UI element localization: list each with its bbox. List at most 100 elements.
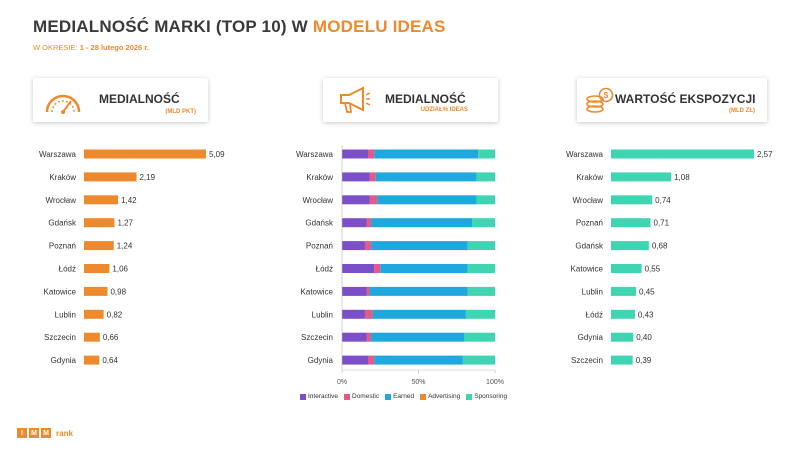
bar [611,355,633,365]
bar [611,218,651,228]
data-label: 0,68 [652,242,668,251]
stacked-bar-segment [371,332,465,342]
category-label: Warszawa [39,150,77,159]
category-label: Wrocław [572,196,603,205]
data-label: 0,98 [110,287,126,296]
stacked-bar-segment [342,195,370,205]
period-value: 1 - 28 lutego 2026 r. [79,43,149,52]
svg-text:$: $ [604,91,609,100]
legend-item: Advertising [420,393,460,400]
category-label: Kraków [576,173,603,182]
chart-legend: Interactive Domestic Earned Advertising Spon… [300,393,507,400]
stacked-bar-segment [467,241,495,251]
gauge-icon [45,94,81,114]
category-label: Lublin [55,310,76,319]
bar [611,172,672,182]
legend-item: Sponsoring [466,393,507,400]
stacked-bar-segment [467,286,495,296]
bar [84,218,115,228]
stacked-bar-segment [342,218,367,228]
stacked-bar-segment [371,241,468,251]
data-label: 0,55 [645,265,661,274]
bar [611,332,634,342]
x-tick-label: 0% [337,379,347,386]
stacked-bar-segment [380,264,468,273]
category-label: Wrocław [45,196,76,205]
stacked-bar-segment [476,195,495,205]
page-title: MEDIALNOŚĆ MARKI (TOP 10) W MODELU IDEAS [33,17,446,37]
stacked-bar-segment [342,264,375,273]
category-label: Poznań [49,242,76,251]
legend-label: Domestic [352,393,380,400]
data-label: 0,43 [638,310,654,319]
category-label: Łódź [59,265,76,274]
data-label: 0,45 [639,287,655,296]
period: W OKRESIE: 1 - 28 lutego 2026 r. [33,43,149,52]
category-label: Warszawa [296,150,334,159]
category-label: Gdańsk [575,242,604,251]
bar [84,241,114,251]
megaphone-icon [340,86,371,113]
card-subtitle: (MLD ZŁ) [729,108,755,114]
stacked-bar-segment [342,149,369,159]
category-label: Lublin [312,310,333,319]
stacked-bar-segment [375,172,477,182]
stacked-bar-segment [371,218,473,228]
stacked-bar-segment [467,264,495,273]
bar [84,332,100,342]
legend-item: Interactive [300,393,338,400]
stacked-bar-segment [374,149,479,159]
category-label: Szczecin [571,356,603,365]
stacked-bar-segment [369,195,378,205]
coins-icon: $ [586,87,614,113]
data-label: 0,82 [107,310,123,319]
x-tick-label: 50% [411,379,425,386]
stacked-bar-segment [342,309,365,319]
logo-rank: rank [56,428,73,438]
category-label: Katowice [44,287,77,296]
legend-label: Earned [393,393,415,400]
data-label: 5,09 [209,150,225,159]
stacked-bar-segment [342,172,370,182]
data-label: 1,42 [121,196,137,205]
data-label: 1,24 [117,242,133,251]
legend-swatch [344,393,350,400]
bar [84,355,100,365]
category-label: Wrocław [302,196,333,205]
stacked-bar-segment [364,241,372,251]
data-label: 2,19 [139,173,155,182]
data-label: 0,66 [103,333,119,342]
card-medialnosc: MEDIALNOŚĆ (MLD PKT) [33,78,208,122]
stacked-bar-segment [374,355,463,365]
stacked-bar-segment [368,355,375,365]
stacked-bar-segment [369,172,376,182]
category-label: Szczecin [44,333,76,342]
card-subtitle: UDZIAŁ% IDEAS [420,107,468,113]
stacked-bar-segment [372,309,466,319]
data-label: 1,27 [117,219,133,228]
logo-letter: M [41,428,51,438]
stacked-bar-segment [462,355,495,365]
category-label: Gdynia [308,356,334,365]
category-label: Kraków [306,173,333,182]
stacked-bar-segment [478,149,495,159]
legend-swatch [300,393,306,400]
stacked-bar-segment [369,286,468,296]
bar [84,149,206,159]
data-label: 0,74 [655,196,671,205]
stacked-bar-segment [342,332,367,342]
category-label: Szczecin [301,333,333,342]
data-label: 1,06 [112,265,128,274]
stacked-bar-segment [366,332,372,342]
data-label: 0,39 [636,356,652,365]
card-udzial: MEDIALNOŚĆ UDZIAŁ% IDEAS [323,78,498,122]
card-wartosc: $ WARTOŚĆ EKSPOZYCJI (MLD ZŁ) [577,78,767,122]
bar [84,309,104,319]
legend-label: Sponsoring [474,393,508,400]
bar [611,241,649,251]
stacked-bar-segment [342,286,367,296]
category-label: Łódź [586,310,603,319]
bar [611,264,642,273]
stacked-bar-segment [366,286,370,296]
